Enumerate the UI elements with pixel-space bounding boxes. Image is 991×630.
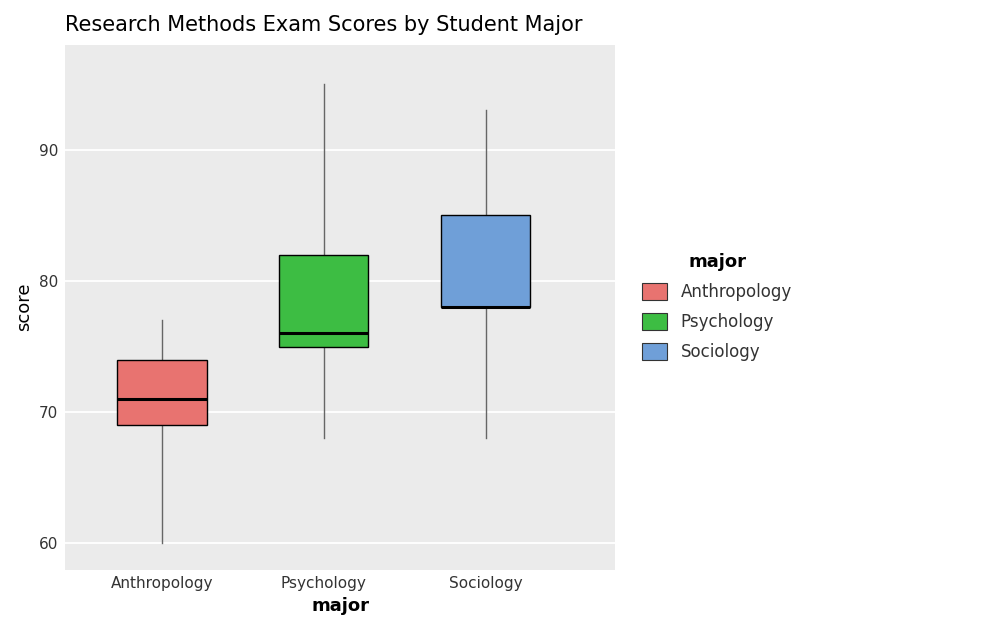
X-axis label: major: major [311,597,369,615]
Legend: Anthropology, Psychology, Sociology: Anthropology, Psychology, Sociology [629,240,806,374]
PathPatch shape [441,215,530,307]
PathPatch shape [279,255,369,346]
Y-axis label: score: score [15,283,33,331]
Text: Research Methods Exam Scores by Student Major: Research Methods Exam Scores by Student … [64,15,583,35]
PathPatch shape [118,360,206,425]
